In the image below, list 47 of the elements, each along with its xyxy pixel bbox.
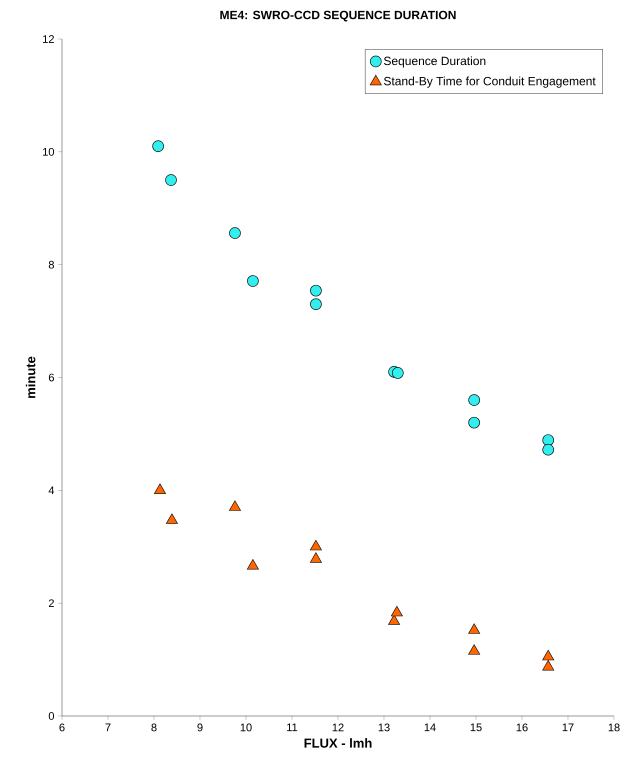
x-tick-label: 11 (287, 724, 298, 732)
point (247, 275, 259, 287)
point (468, 623, 480, 634)
y-tick-label: 12 (43, 35, 54, 43)
point (154, 484, 166, 494)
x-tick-label: 18 (608, 724, 620, 732)
point (310, 298, 322, 310)
x-tick-label: 14 (424, 724, 436, 732)
y-tick-label: 6 (48, 374, 54, 382)
y-tick-label: 4 (48, 486, 54, 494)
point (390, 606, 403, 616)
point (468, 644, 480, 655)
legend-label: Stand-By Time for Conduit Engagement (384, 76, 596, 88)
point (310, 540, 322, 550)
point (468, 394, 480, 406)
point (468, 416, 480, 428)
x-tick-label: 7 (106, 724, 111, 732)
point (542, 650, 554, 660)
point (310, 284, 322, 296)
x-axis-title: FLUX - lmh (304, 738, 372, 748)
point (229, 227, 241, 239)
point (165, 174, 177, 186)
y-tick-label: 8 (48, 260, 54, 269)
x-tick-label: 15 (470, 724, 482, 732)
point (229, 500, 241, 511)
x-tick-label: 17 (562, 724, 574, 732)
point (392, 367, 404, 379)
chart-title: ME4: SWRO-CCD SEQUENCE DURATION (220, 10, 456, 22)
y-axis-title: minute (26, 356, 36, 398)
point (542, 660, 554, 670)
x-tick-label: 13 (378, 724, 390, 732)
point (542, 434, 554, 446)
point (152, 140, 164, 152)
point (246, 559, 259, 570)
x-tick-label: 12 (332, 724, 344, 732)
x-tick-label: 6 (60, 724, 65, 732)
y-tick-label: 2 (48, 599, 54, 608)
x-tick-label: 8 (151, 724, 157, 732)
y-tick-label: 10 (43, 148, 54, 156)
point (542, 444, 554, 456)
point (310, 552, 322, 563)
x-tick-label: 10 (240, 724, 252, 732)
point (166, 513, 178, 524)
legend-label: Sequence Duration (384, 56, 486, 68)
x-tick-label: 9 (197, 724, 203, 732)
x-tick-label: 16 (516, 724, 528, 732)
y-tick-label: 0 (48, 712, 54, 720)
